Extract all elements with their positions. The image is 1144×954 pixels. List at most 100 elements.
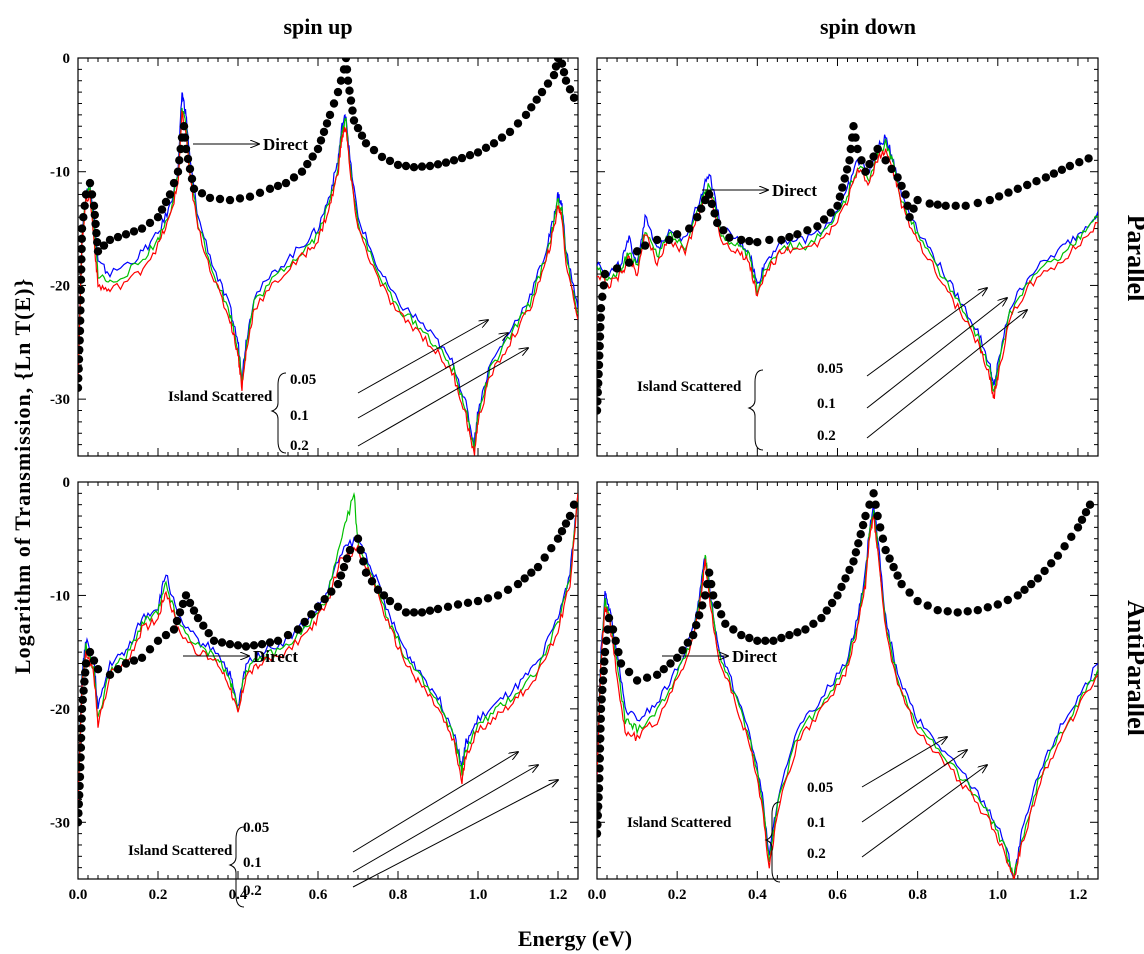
direct-dot	[1067, 532, 1076, 541]
direct-dot	[172, 616, 182, 626]
direct-dot	[933, 200, 942, 209]
direct-dot	[209, 636, 219, 645]
y-tick-label: -30	[50, 392, 70, 408]
direct-dot	[316, 136, 326, 145]
direct-dot	[809, 619, 818, 628]
series-line-0.2	[78, 493, 578, 801]
y-tick-label: -30	[50, 815, 70, 831]
direct-dot	[666, 659, 675, 668]
direct-dot	[1073, 523, 1083, 532]
direct-dot	[527, 103, 536, 112]
direct-dot	[664, 235, 674, 245]
direct-dot	[612, 264, 622, 273]
direct-dot	[409, 163, 419, 172]
series-group	[597, 489, 1098, 879]
direct-dot	[713, 218, 722, 228]
direct-dot	[336, 76, 346, 85]
direct-dot	[1049, 169, 1059, 178]
direct-dot	[473, 596, 483, 606]
direct-dot	[217, 638, 227, 647]
direct-dot	[339, 562, 349, 572]
direct-dot	[849, 122, 858, 131]
direct-dot	[80, 201, 89, 210]
direct-dot	[1013, 184, 1022, 193]
direct-dot	[597, 304, 606, 313]
direct-dot	[92, 228, 101, 238]
direct-dot	[78, 733, 86, 743]
direct-dot	[624, 667, 634, 677]
direct-dot	[78, 781, 84, 791]
direct-label: Direct	[732, 647, 777, 666]
direct-dot	[225, 640, 235, 649]
direct-dot	[597, 341, 604, 351]
direct-dot	[87, 190, 97, 199]
direct-dot	[273, 181, 283, 191]
direct-label: Direct	[772, 181, 817, 200]
direct-dot	[673, 653, 682, 662]
direct-dot	[89, 656, 99, 665]
direct-dot	[93, 665, 103, 674]
direct-dot	[597, 360, 604, 370]
scatter-value-label-0.1: 0.1	[243, 855, 262, 871]
direct-dot	[1040, 566, 1049, 576]
scatter-arrow	[352, 780, 558, 888]
direct-dot	[941, 201, 950, 210]
direct-dot	[1060, 542, 1069, 551]
direct-dot	[145, 645, 155, 654]
col-title-spin-down: spin down	[820, 14, 916, 39]
direct-dot	[465, 151, 475, 160]
direct-dot	[78, 316, 85, 325]
x-tick-label: 1.0	[988, 887, 1007, 903]
direct-dot	[197, 189, 207, 198]
scatter-arrow	[357, 348, 528, 447]
direct-dot	[851, 133, 860, 142]
direct-dot	[705, 190, 714, 199]
direct-dot	[876, 523, 885, 532]
direct-dot	[608, 625, 618, 634]
direct-dot	[1020, 585, 1029, 594]
direct-dot	[737, 630, 746, 640]
direct-dot	[1085, 500, 1095, 509]
island-scattered-label: Island Scattered	[128, 843, 233, 859]
direct-dot	[565, 85, 575, 94]
scatter-value-label-0.1: 0.1	[290, 408, 309, 424]
direct-dot	[78, 763, 85, 772]
direct-dot	[845, 156, 854, 165]
direct-dot	[777, 235, 786, 245]
direct-dot	[533, 562, 543, 572]
direct-dot	[85, 178, 95, 188]
direct-dot	[137, 224, 147, 233]
direct-dot	[443, 602, 453, 611]
series-line-0.2	[597, 515, 1098, 879]
direct-dot	[307, 610, 316, 619]
scatter-value-label-0.05: 0.05	[243, 820, 269, 836]
direct-dot	[600, 269, 610, 279]
direct-dot	[632, 676, 642, 685]
direct-dot	[346, 96, 356, 105]
direct-dot	[597, 793, 603, 802]
direct-dot	[78, 714, 86, 723]
direct-dot	[897, 181, 906, 191]
direct-dot	[765, 235, 774, 245]
direct-dot	[81, 659, 91, 668]
direct-dot	[597, 351, 604, 360]
direct-dot	[909, 204, 918, 213]
direct-dot	[761, 636, 770, 645]
direct-dot	[93, 247, 103, 256]
direct-label: Direct	[253, 647, 298, 666]
direct-dot	[854, 539, 863, 548]
direct-dot	[553, 534, 563, 543]
direct-dot	[833, 591, 842, 600]
direct-dot	[923, 601, 932, 610]
scatter-value-label-0.2: 0.2	[807, 846, 826, 862]
direct-dot	[78, 336, 84, 345]
direct-dot	[265, 638, 275, 647]
direct-dot	[121, 659, 131, 668]
direct-dot	[600, 647, 610, 657]
direct-dot	[887, 164, 896, 174]
direct-dot	[145, 218, 155, 228]
direct-dot	[91, 219, 100, 229]
direct-dot	[693, 213, 702, 222]
scatter-value-label-0.05: 0.05	[807, 780, 833, 796]
direct-dot	[527, 568, 536, 577]
